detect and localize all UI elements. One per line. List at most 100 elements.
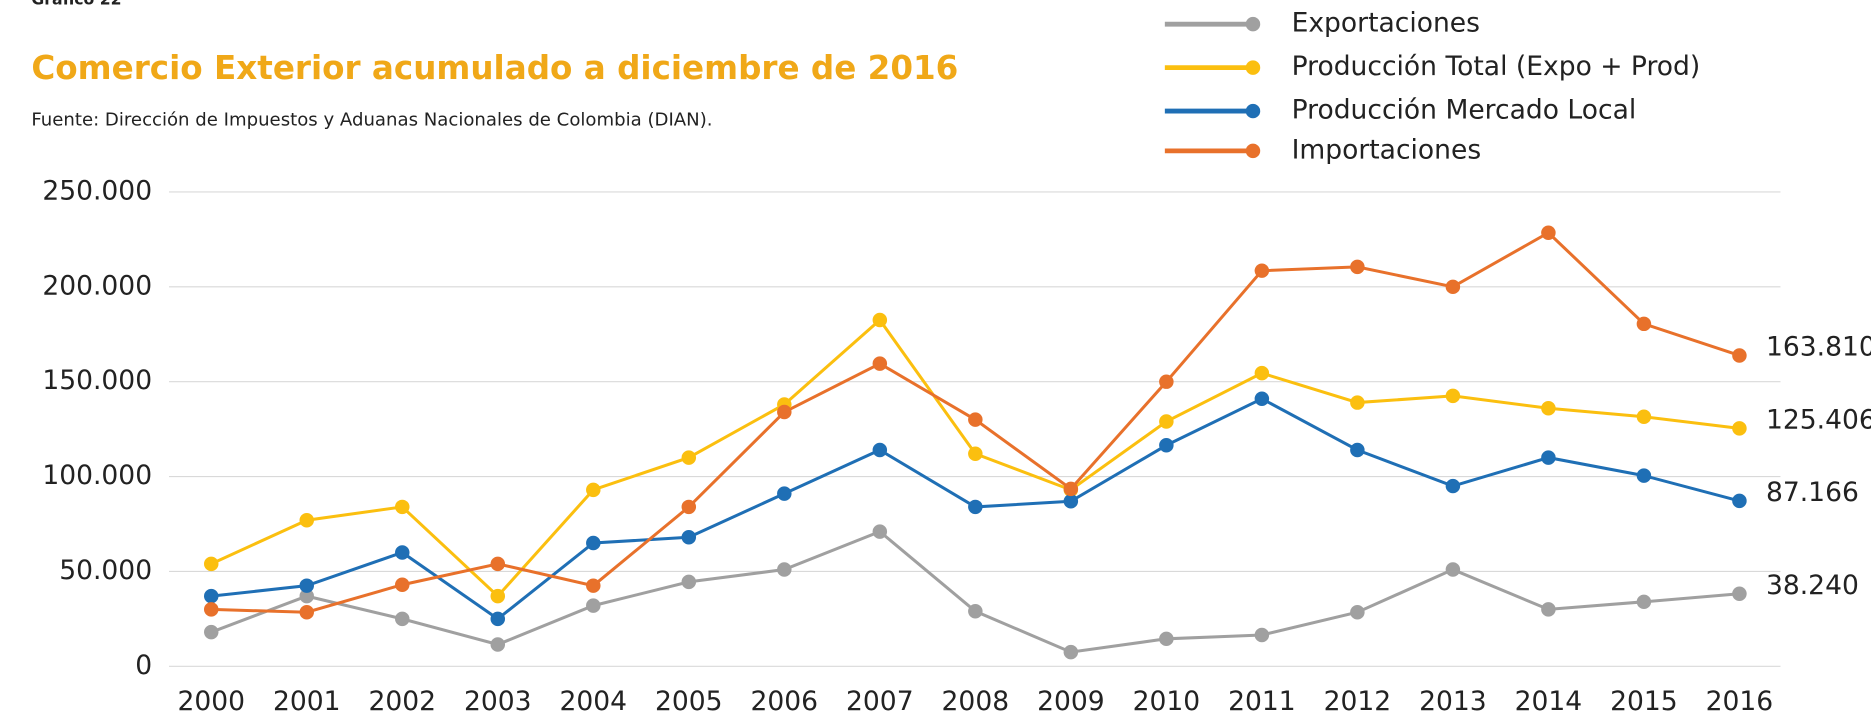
data-point bbox=[777, 404, 792, 420]
data-point bbox=[1541, 225, 1556, 240]
x-tick-label: 2014 bbox=[1515, 686, 1583, 711]
legend-label: Producción Total (Expo + Prod) bbox=[1292, 51, 1701, 82]
data-point bbox=[1254, 391, 1270, 407]
legend-marker bbox=[1245, 16, 1261, 32]
data-point bbox=[1636, 409, 1652, 425]
data-point bbox=[203, 556, 219, 572]
y-tick-label: 150.000 bbox=[42, 365, 152, 396]
data-point bbox=[681, 574, 697, 590]
x-tick-label: 2011 bbox=[1228, 686, 1296, 711]
data-point bbox=[1732, 493, 1747, 509]
data-point bbox=[968, 499, 983, 515]
data-point bbox=[1350, 395, 1365, 410]
data-point bbox=[872, 524, 888, 539]
data-point bbox=[203, 624, 219, 640]
x-tick-label: 2010 bbox=[1133, 686, 1201, 711]
chart-label: Gráfico 22 bbox=[31, 0, 121, 9]
legend-marker bbox=[1245, 103, 1261, 119]
data-point bbox=[299, 605, 314, 620]
data-point bbox=[203, 602, 219, 617]
x-tick-label: 2009 bbox=[1037, 686, 1105, 711]
data-label: 38.240 bbox=[1766, 570, 1859, 601]
data-point bbox=[490, 637, 506, 652]
data-point bbox=[203, 588, 219, 604]
data-point bbox=[681, 530, 697, 545]
data-point bbox=[681, 499, 697, 515]
legend-marker bbox=[1245, 143, 1261, 159]
legend-marker bbox=[1245, 60, 1261, 75]
data-point bbox=[968, 412, 983, 427]
data-point bbox=[490, 588, 506, 604]
data-point bbox=[1541, 401, 1556, 416]
data-point bbox=[1636, 468, 1652, 483]
data-point bbox=[777, 562, 792, 577]
data-point bbox=[1732, 586, 1747, 602]
x-tick-label: 2001 bbox=[273, 686, 341, 711]
data-point bbox=[490, 556, 506, 572]
x-tick-label: 2006 bbox=[751, 686, 819, 711]
data-point bbox=[968, 446, 983, 462]
x-tick-label: 2015 bbox=[1610, 686, 1678, 711]
legend-label: Importaciones bbox=[1292, 134, 1482, 165]
x-tick-label: 2007 bbox=[846, 686, 914, 711]
x-tick-label: 2002 bbox=[368, 686, 436, 711]
data-point bbox=[395, 499, 410, 515]
x-tick-label: 2012 bbox=[1324, 686, 1392, 711]
x-tick-label: 2003 bbox=[464, 686, 532, 711]
data-label: 163.810 bbox=[1766, 332, 1871, 363]
data-point bbox=[299, 578, 314, 593]
data-point bbox=[1732, 421, 1747, 436]
data-point bbox=[872, 312, 888, 328]
data-point bbox=[395, 545, 410, 560]
data-point bbox=[1159, 414, 1174, 429]
data-point bbox=[681, 450, 697, 465]
legend-label: Producción Mercado Local bbox=[1292, 95, 1637, 126]
data-point bbox=[1254, 263, 1270, 278]
data-point bbox=[1636, 316, 1652, 332]
data-point bbox=[872, 356, 888, 371]
data-point bbox=[1159, 374, 1174, 389]
data-point bbox=[1063, 481, 1079, 497]
data-point bbox=[586, 535, 601, 551]
data-point bbox=[586, 578, 601, 593]
legend-label: Exportaciones bbox=[1292, 8, 1480, 39]
data-point bbox=[1636, 594, 1652, 610]
data-point bbox=[872, 442, 888, 458]
data-point bbox=[1350, 605, 1365, 620]
data-point bbox=[586, 598, 601, 613]
x-tick-label: 2004 bbox=[560, 686, 628, 711]
data-point bbox=[1445, 279, 1461, 295]
data-label: 87.166 bbox=[1766, 477, 1859, 508]
data-point bbox=[1445, 562, 1461, 577]
data-label: 125.406 bbox=[1766, 405, 1871, 436]
chart-title: Comercio Exterior acumulado a diciembre … bbox=[31, 49, 958, 87]
data-point bbox=[1063, 493, 1079, 509]
x-tick-label: 2016 bbox=[1706, 686, 1774, 711]
data-point bbox=[299, 588, 314, 604]
y-tick-label: 50.000 bbox=[59, 555, 152, 586]
data-point bbox=[1254, 365, 1270, 381]
x-tick-label: 2005 bbox=[655, 686, 723, 711]
data-point bbox=[1159, 438, 1174, 453]
x-tick-label: 2013 bbox=[1419, 686, 1487, 711]
data-point bbox=[777, 486, 792, 501]
y-tick-label: 250.000 bbox=[42, 175, 152, 206]
data-point bbox=[1445, 478, 1461, 494]
data-point bbox=[1541, 602, 1556, 617]
data-point bbox=[1732, 348, 1747, 363]
data-point bbox=[1159, 631, 1174, 647]
series-line bbox=[210, 529, 1740, 654]
data-point bbox=[1350, 442, 1365, 458]
chart-subtitle: Fuente: Dirección de Impuestos y Aduanas… bbox=[31, 110, 712, 131]
data-point bbox=[1350, 259, 1365, 275]
data-point bbox=[395, 577, 410, 592]
y-tick-label: 100.000 bbox=[42, 460, 152, 491]
data-point bbox=[1063, 644, 1079, 660]
data-point bbox=[395, 611, 410, 627]
data-point bbox=[1445, 388, 1461, 404]
x-tick-label: 2000 bbox=[177, 686, 245, 711]
y-tick-label: 200.000 bbox=[42, 270, 152, 301]
y-tick-label: 0 bbox=[135, 650, 152, 681]
x-tick-label: 2008 bbox=[942, 686, 1010, 711]
